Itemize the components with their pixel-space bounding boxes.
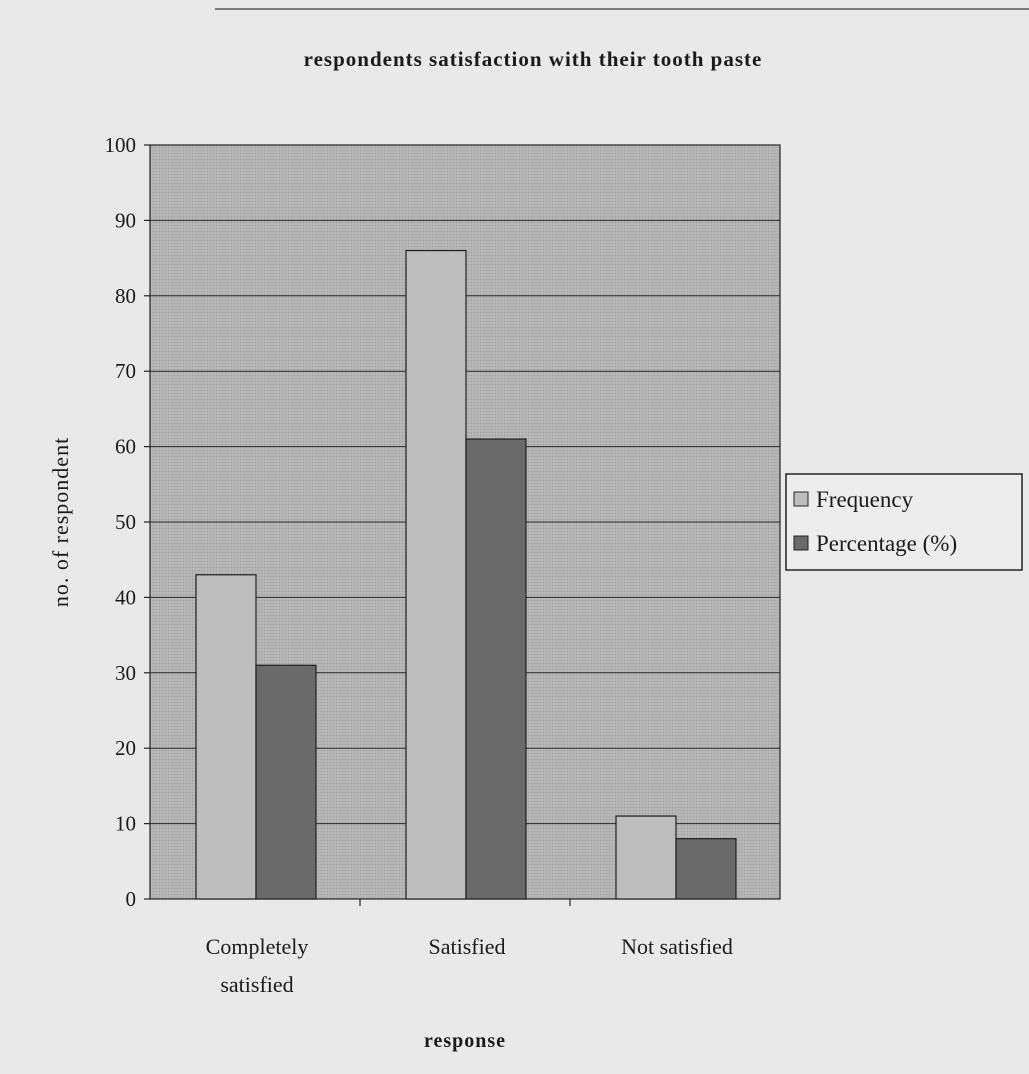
y-tick-label: 70 xyxy=(115,359,136,383)
x-tick-label: Not satisfied xyxy=(621,934,733,959)
bar-frequency xyxy=(195,574,257,900)
y-tick-label: 0 xyxy=(126,887,137,911)
y-tick-label: 90 xyxy=(115,208,136,232)
y-axis-tick-labels: 0 10 20 30 40 50 60 70 80 90 100 xyxy=(105,133,137,911)
y-tick-label: 50 xyxy=(115,510,136,534)
chart-title: respondents satisfaction with their toot… xyxy=(304,47,763,71)
y-tick-label: 10 xyxy=(115,812,136,836)
y-tick-label: 40 xyxy=(115,585,136,609)
x-tick-label: Completely satisfied xyxy=(206,934,309,997)
legend-swatch xyxy=(793,535,809,551)
legend-box xyxy=(785,473,1023,571)
legend: Frequency Percentage (%) xyxy=(785,473,1023,571)
bar-percentage xyxy=(255,664,317,900)
bar-frequency xyxy=(405,249,467,900)
y-tick-label: 20 xyxy=(115,736,136,760)
bars xyxy=(195,249,737,900)
legend-swatch xyxy=(793,491,809,507)
y-tick-label: 80 xyxy=(115,284,136,308)
y-tick-label: 60 xyxy=(115,435,136,459)
y-tick-label: 30 xyxy=(115,661,136,685)
y-axis-label: no. of respondent xyxy=(48,437,73,607)
bar-frequency xyxy=(615,815,677,900)
legend-label: Frequency xyxy=(816,487,914,512)
bar-percentage xyxy=(465,438,527,900)
y-tick-label: 100 xyxy=(105,133,137,157)
legend-label: Percentage (%) xyxy=(816,531,957,556)
x-axis-tick-labels: Completely satisfied Satisfied Not satisfie… xyxy=(206,934,733,997)
x-axis-label: response xyxy=(424,1030,506,1052)
bar-percentage xyxy=(675,838,737,900)
axes xyxy=(144,144,571,906)
x-tick-label: Satisfied xyxy=(429,934,506,959)
